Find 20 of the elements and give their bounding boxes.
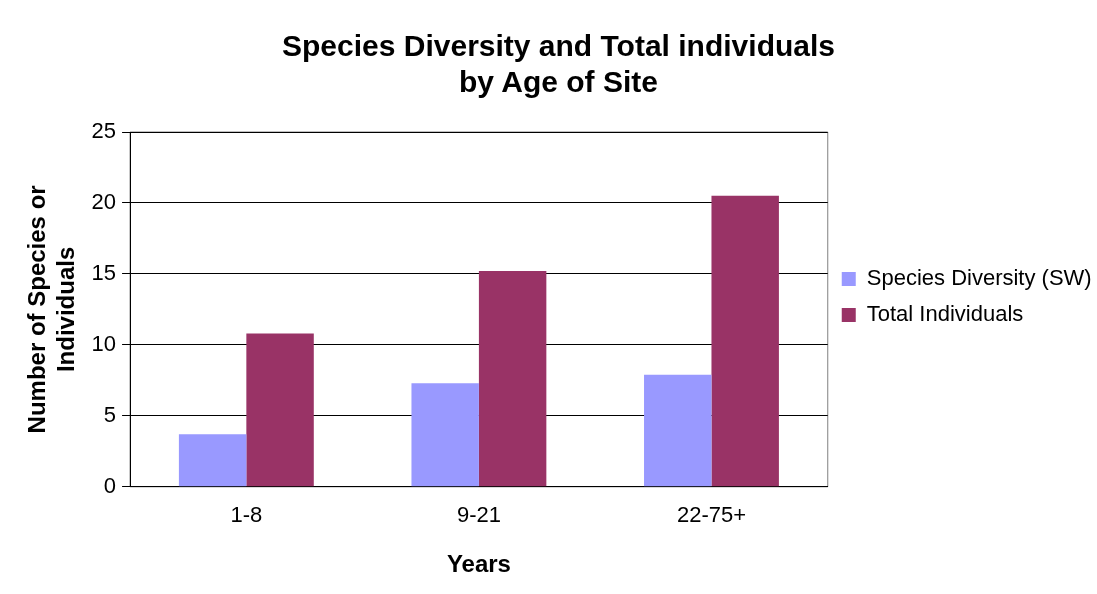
x-tick-label: 1-8 — [230, 502, 263, 528]
y-tick-label: 25 — [91, 118, 117, 144]
bar — [246, 333, 314, 487]
y-tick-label: 15 — [91, 259, 117, 285]
x-tick-label: 22-75+ — [676, 502, 747, 528]
bar — [644, 374, 712, 487]
bar — [711, 195, 779, 487]
y-axis-title: Number of Species or Individuals — [23, 185, 79, 434]
legend-label: Total Individuals — [866, 301, 1024, 327]
bar — [411, 383, 479, 487]
y-tick-label: 10 — [91, 330, 117, 356]
bar — [178, 434, 247, 487]
bar — [478, 271, 547, 487]
legend-label: Species Diversity (SW) — [866, 265, 1092, 291]
x-axis-title: Years — [446, 550, 511, 578]
y-tick-label: 5 — [103, 401, 117, 427]
y-tick-label: 0 — [103, 472, 117, 498]
chart-title: Species Diversity and Total individuals by Age of Site — [282, 29, 835, 99]
y-tick-label: 20 — [91, 189, 117, 215]
x-tick-label: 9-21 — [456, 502, 501, 528]
